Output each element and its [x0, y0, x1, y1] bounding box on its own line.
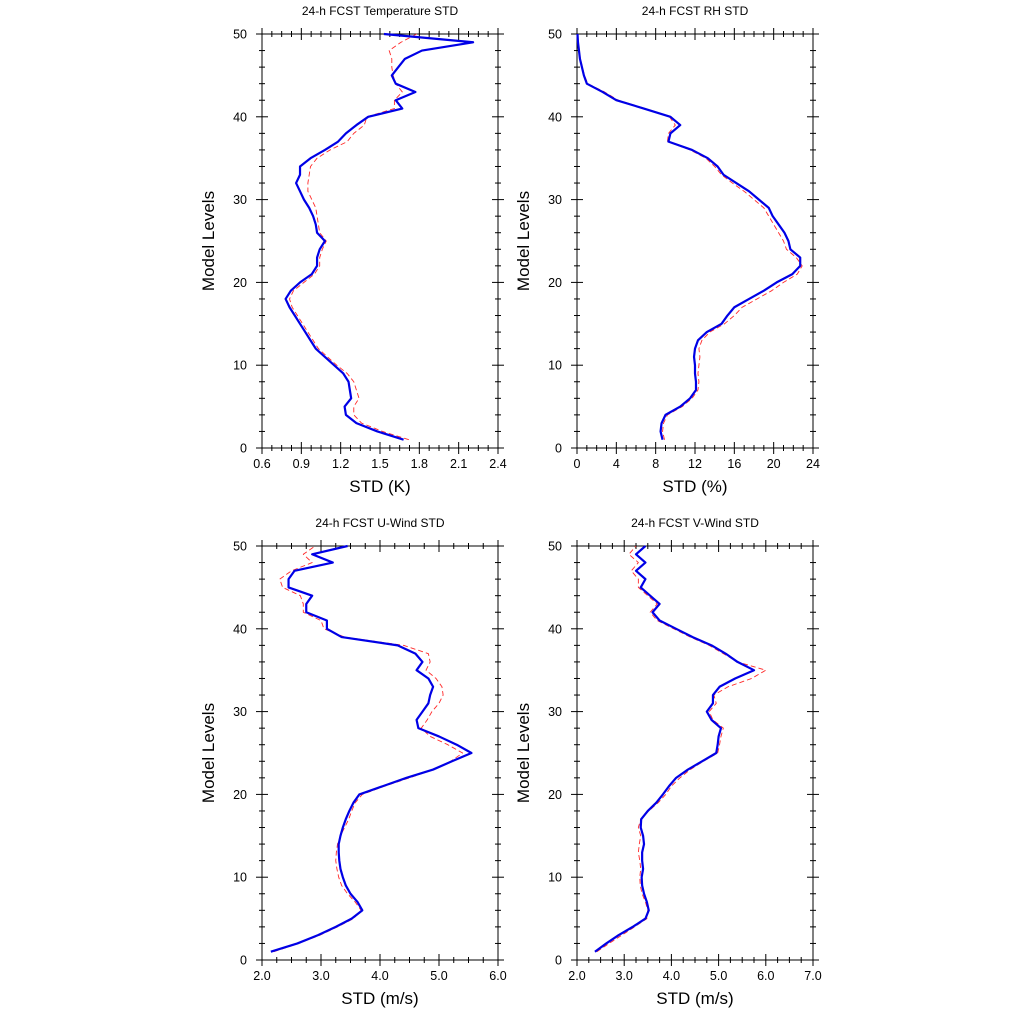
y-tick-label: 0 — [555, 442, 562, 456]
x-axis-label: STD (%) — [662, 477, 727, 496]
x-tick-label: 5.0 — [430, 969, 447, 983]
x-axis-label: STD (K) — [349, 477, 410, 496]
y-tick-label: 40 — [548, 622, 562, 636]
y-tick-label: 10 — [233, 871, 247, 885]
x-tick-label: 6.0 — [757, 969, 774, 983]
y-axis-label: Model Levels — [199, 191, 218, 291]
series-line-solid — [284, 32, 475, 441]
y-tick-label: 40 — [233, 110, 247, 124]
x-tick-label: 6.0 — [489, 969, 506, 983]
x-tick-label: 4 — [613, 457, 620, 471]
y-tick-label: 20 — [233, 788, 247, 802]
y-axis-label: Model Levels — [199, 703, 218, 803]
x-tick-label: 1.8 — [411, 457, 428, 471]
x-tick-label: 3.0 — [312, 969, 329, 983]
panel-v-wind-std: 24-h FCST V-Wind STD 2.0 3.0 4.0 5.0 6.0 7.0 0 1… — [514, 516, 822, 1008]
y-tick-label: 30 — [233, 193, 247, 207]
series-line-solid — [594, 545, 756, 953]
x-tick-label: 24 — [806, 457, 820, 471]
panel-u-wind-std: 24-h FCST U-Wind STD 2.0 3.0 4.0 5.0 6.0 0 10 20… — [199, 516, 507, 1008]
y-tick-label: 50 — [233, 540, 247, 554]
x-tick-label: 12 — [688, 457, 702, 471]
series-line-dashed — [577, 33, 803, 440]
chart-title: 24-h FCST RH STD — [642, 4, 749, 18]
y-tick-label: 10 — [548, 359, 562, 373]
chart-title: 24-h FCST U-Wind STD — [315, 516, 444, 530]
series-line-solid — [576, 33, 802, 440]
x-tick-label: 2.1 — [450, 457, 467, 471]
y-tick-label: 0 — [240, 954, 247, 968]
y-tick-label: 0 — [555, 954, 562, 968]
x-tick-label: 7.0 — [804, 969, 821, 983]
x-tick-label: 1.2 — [332, 457, 349, 471]
x-tick-label: 4.0 — [663, 969, 680, 983]
chart-title: 24-h FCST V-Wind STD — [631, 516, 759, 530]
y-tick-label: 30 — [548, 193, 562, 207]
x-tick-label: 4.0 — [371, 969, 388, 983]
y-tick-label: 40 — [233, 622, 247, 636]
plot-frame — [261, 33, 499, 449]
x-tick-label: 3.0 — [616, 969, 633, 983]
y-tick-label: 50 — [548, 28, 562, 42]
x-axis-label: STD (m/s) — [656, 989, 733, 1008]
x-tick-label: 2.0 — [568, 969, 585, 983]
x-tick-label: 20 — [767, 457, 781, 471]
x-tick-label: 1.5 — [371, 457, 388, 471]
y-tick-label: 0 — [240, 442, 247, 456]
x-tick-label: 5.0 — [710, 969, 727, 983]
plot-frame — [576, 545, 814, 961]
x-tick-label: 2.0 — [253, 969, 270, 983]
y-tick-label: 10 — [233, 359, 247, 373]
series-line-dashed — [596, 545, 767, 953]
x-axis-label: STD (m/s) — [341, 989, 418, 1008]
series-line-dashed — [273, 545, 464, 953]
x-tick-label: 0 — [574, 457, 581, 471]
x-tick-label: 0.6 — [253, 457, 270, 471]
x-tick-label: 16 — [727, 457, 741, 471]
y-tick-label: 50 — [548, 540, 562, 554]
y-tick-label: 20 — [233, 276, 247, 290]
x-tick-label: 0.9 — [293, 457, 310, 471]
y-tick-label: 20 — [548, 788, 562, 802]
y-tick-label: 20 — [548, 276, 562, 290]
y-axis-label: Model Levels — [514, 703, 533, 803]
series-line-dashed — [289, 33, 417, 441]
y-axis-label: Model Levels — [514, 191, 533, 291]
y-tick-label: 40 — [548, 110, 562, 124]
y-tick-label: 50 — [233, 28, 247, 42]
x-tick-label: 2.4 — [489, 457, 506, 471]
series-line-solid — [270, 544, 473, 953]
y-tick-label: 30 — [548, 705, 562, 719]
x-tick-label: 8 — [652, 457, 659, 471]
chart-title: 24-h FCST Temperature STD — [302, 4, 459, 18]
y-tick-label: 30 — [233, 705, 247, 719]
panel-temperature-std: 24-h FCST Temperature STD 0.6 0.9 1.2 1.5 1.8… — [199, 4, 507, 496]
y-tick-label: 10 — [548, 871, 562, 885]
panel-rh-std: 24-h FCST RH STD 0 4 8 12 16 20 24 0 10 20 30 40 50 ST… — [514, 4, 820, 496]
